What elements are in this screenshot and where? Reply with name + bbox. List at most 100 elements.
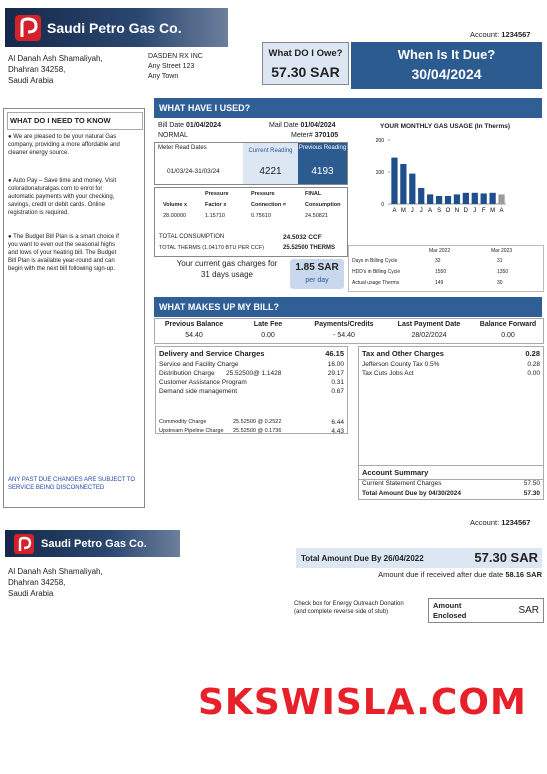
item-label: Tax Cuts Jobs Act <box>362 370 414 377</box>
bar <box>489 192 496 204</box>
sidebar: WHAT DO I NEED TO KNOW ● We are pleased … <box>3 108 145 508</box>
account: Account: 1234567 <box>470 30 530 39</box>
read-dates-label: Meter Read Dates <box>158 145 207 151</box>
x-tick-label: O <box>446 208 451 214</box>
tax-box: Tax and Other Charges 0.28 Jefferson Count… <box>358 346 544 480</box>
sidebar-item: ● We are pleased to be your natural Gas … <box>8 134 120 156</box>
item-amount: 0.28 <box>527 361 540 368</box>
company-name: Saudi Petro Gas Co. <box>47 20 182 36</box>
comparison-cell: 30 <box>497 280 503 286</box>
checkbox-line: Check box for Energy Outreach Donation <box>294 601 404 607</box>
current-cell: Current Reading 4221 <box>243 143 298 184</box>
logo-icon <box>15 15 41 41</box>
comparison-cell: Days in Billing Cycle <box>352 258 398 264</box>
pressure-value: 1.15710 <box>205 213 225 219</box>
comparison-header: Mar 2022 <box>429 248 451 254</box>
pressure-header: Connection = <box>251 202 286 208</box>
address-line: Al Danah Ash Shamaliyah, <box>8 54 103 63</box>
late-amount-row: Amount due if received after due date 58… <box>378 570 542 579</box>
bar <box>444 196 452 204</box>
checkbox-line: (and complete reverse side of stub) <box>294 609 389 615</box>
summary-value: 0.00 <box>261 332 275 339</box>
item-label: Service and Facility Charge <box>159 361 239 368</box>
total-therms-label: TOTAL THERMS (1.04170 BTU PER CCF) <box>159 245 264 251</box>
y-tick-label: 100 <box>376 170 385 176</box>
y-tick-label: 200 <box>376 138 385 144</box>
bar <box>418 188 425 204</box>
item-amount: 0.31 <box>331 379 344 386</box>
current-reading: 4221 <box>259 166 282 177</box>
pressure-box: Volume x 28.00000 Pressure Factor x 1.15710 P… <box>154 187 348 257</box>
item-detail: 25.52500 @ 0.1736 <box>233 427 282 434</box>
reading-box: Meter Read Dates 01/03/24-31/03/24 Curre… <box>154 142 348 185</box>
item-amount: 4.43 <box>331 427 344 435</box>
bill-summary: Previous Balance 54.40 Late Fee 0.00 Payment… <box>154 318 544 344</box>
meter-label: Meter# <box>291 132 313 139</box>
item-amount: 0.00 <box>527 370 540 377</box>
comparison-cell: 1550 <box>435 269 447 275</box>
total-consumption-label: TOTAL CONSUMPTION <box>159 234 225 240</box>
total-due-box: Total Amount Due By 26/04/2022 57.30 SAR <box>296 548 542 568</box>
section-total: 46.15 <box>325 349 344 358</box>
stub-account-number: 1234567 <box>501 518 531 527</box>
comparison-header: Mar 2023 <box>491 248 513 254</box>
comparison-table: Mar 2022 Mar 2023 Days in Billing Cycle 32 3… <box>348 245 544 292</box>
summary-header: Late Fee <box>253 321 283 328</box>
address-line: Al Danah Ash Shamaliyah, <box>8 567 103 576</box>
comparison-cell: 31 <box>497 258 503 264</box>
meter-number: 370105 <box>314 132 339 139</box>
due-label: When Is It Due? <box>397 47 496 62</box>
x-tick-label: S <box>437 208 441 214</box>
meter: Meter# 370105 <box>291 132 338 139</box>
status: NORMAL <box>158 132 188 139</box>
sidebar-item: ● Auto Pay – Save time and money. Visit … <box>8 178 117 216</box>
address-line: Dhahran 34258, <box>8 578 66 587</box>
checkbox-text: Check box for Energy Outreach Donation (a… <box>294 600 404 616</box>
x-tick-label: F <box>482 208 486 214</box>
item-label: Current Statement Charges <box>362 480 442 487</box>
item-detail: 25.52500@ 1.1428 <box>226 370 282 377</box>
bill-date-value: 01/04/2024 <box>186 122 222 129</box>
tax-content: Tax and Other Charges 0.28 Jefferson Count… <box>359 347 543 387</box>
usage-title: WHAT HAVE I USED? <box>154 98 542 118</box>
stub-address: Al Danah Ash Shamaliyah, Dhahran 34258, Sa… <box>8 566 103 599</box>
item-amount: 16.00 <box>327 361 344 368</box>
enclosed-line: Enclosed <box>433 611 467 620</box>
item-label: Demand side management <box>159 388 238 395</box>
service-address: DASDEN RX INC Any Street 123 Any Town <box>148 52 203 82</box>
bar <box>435 196 443 204</box>
mail-date-label: Mail Date <box>269 122 299 129</box>
x-tick-label: A <box>500 208 504 214</box>
comparison-cell: 149 <box>435 280 444 286</box>
total-therms: 25.52500 THERMS <box>283 245 336 251</box>
x-tick-label: D <box>464 208 469 214</box>
x-tick-label: N <box>455 208 459 214</box>
bar <box>409 173 416 204</box>
previous-cell: Previous Reading 4193 <box>298 143 347 184</box>
per-day-box: 1.85 SAR per day <box>290 259 344 289</box>
y-tick-label: 0 <box>381 202 384 208</box>
item-label: Total Amount Due by 04/30/2024 <box>362 490 461 497</box>
summary-value: - 54.40 <box>333 332 355 339</box>
previous-reading: 4193 <box>311 166 334 177</box>
summary-header: Last Payment Date <box>397 321 461 328</box>
due-date: 30/04/2024 <box>411 66 482 82</box>
section-total: 10.87 <box>325 407 344 416</box>
comparison-cell: 32 <box>435 258 441 264</box>
sidebar-title: WHAT DO I NEED TO KNOW <box>7 112 143 130</box>
pressure-header: Consumption <box>305 202 341 208</box>
per-day-amount: 1.85 SAR <box>295 262 339 273</box>
bar <box>453 194 461 204</box>
mail-date-value: 01/04/2024 <box>300 122 336 129</box>
logo: Saudi Petro Gas Co. <box>5 8 228 47</box>
enclosed-line: Amount <box>433 601 462 610</box>
owe-amount: 57.30 SAR <box>271 64 340 80</box>
comparison-rows: Mar 2022 Mar 2023 Days in Billing Cycle 32 3… <box>349 246 543 291</box>
section-title: Tax and Other Charges <box>362 349 444 358</box>
late-label: Amount due if received after due date <box>378 570 504 579</box>
previous-reading-label: Previous Reading <box>298 145 347 151</box>
mail-date: Mail Date 01/04/2024 <box>269 122 336 129</box>
enclosed-label: Amount Enclosed <box>433 601 466 621</box>
